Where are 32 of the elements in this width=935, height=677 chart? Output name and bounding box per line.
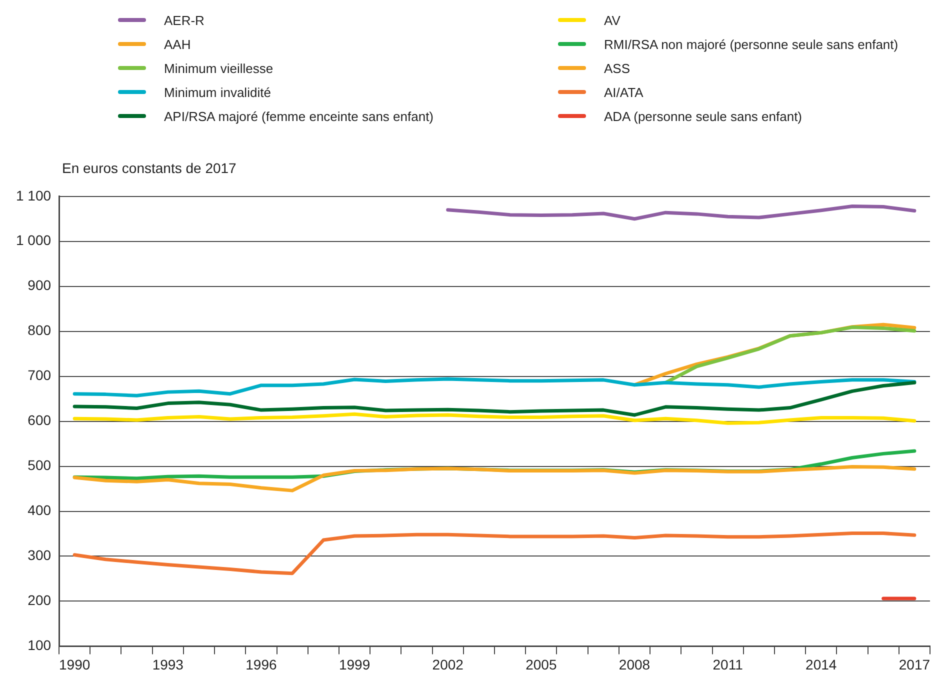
x-tick-label: 2017 [898, 656, 930, 672]
legend-label: RMI/RSA non majoré (personne seule sans enfant) [604, 36, 898, 52]
y-tick-label: 1 100 [16, 187, 52, 204]
y-tick-label: 100 [28, 637, 52, 654]
y-axis-title: En euros constants de 2017 [62, 160, 236, 176]
x-tick-label: 1999 [338, 656, 370, 672]
x-tick-label: 2014 [806, 656, 837, 672]
legend-label: ASS [604, 60, 630, 76]
y-tick-label: 800 [28, 322, 52, 338]
legend-label: AI/ATA [604, 84, 644, 100]
x-tick-label: 2005 [526, 656, 557, 672]
x-tick-label: 2002 [432, 656, 464, 672]
legend-label: Minimum vieillesse [164, 60, 274, 76]
legend-label: AER-R [164, 12, 204, 28]
x-tick-label: 1990 [59, 656, 90, 672]
x-tick-label: 2008 [618, 656, 650, 672]
x-tick-label: 2011 [712, 656, 744, 672]
y-tick-label: 900 [28, 277, 52, 294]
y-tick-label: 500 [28, 457, 52, 474]
x-tick-label: 1993 [152, 656, 184, 672]
legend-label: ADA (personne seule sans enfant) [604, 108, 802, 124]
y-tick-label: 400 [28, 502, 52, 518]
legend-label: AV [604, 12, 620, 28]
legend-label: AAH [164, 36, 191, 52]
y-tick-label: 300 [28, 547, 52, 564]
legend-label: Minimum invalidité [164, 84, 271, 100]
y-tick-label: 700 [28, 367, 52, 384]
y-tick-label: 1 000 [16, 232, 52, 248]
legend-label: API/RSA majoré (femme enceinte sans enfant) [164, 108, 434, 124]
x-tick-label: 1996 [246, 656, 278, 672]
y-tick-label: 200 [28, 592, 52, 608]
y-tick-label: 600 [28, 412, 52, 428]
